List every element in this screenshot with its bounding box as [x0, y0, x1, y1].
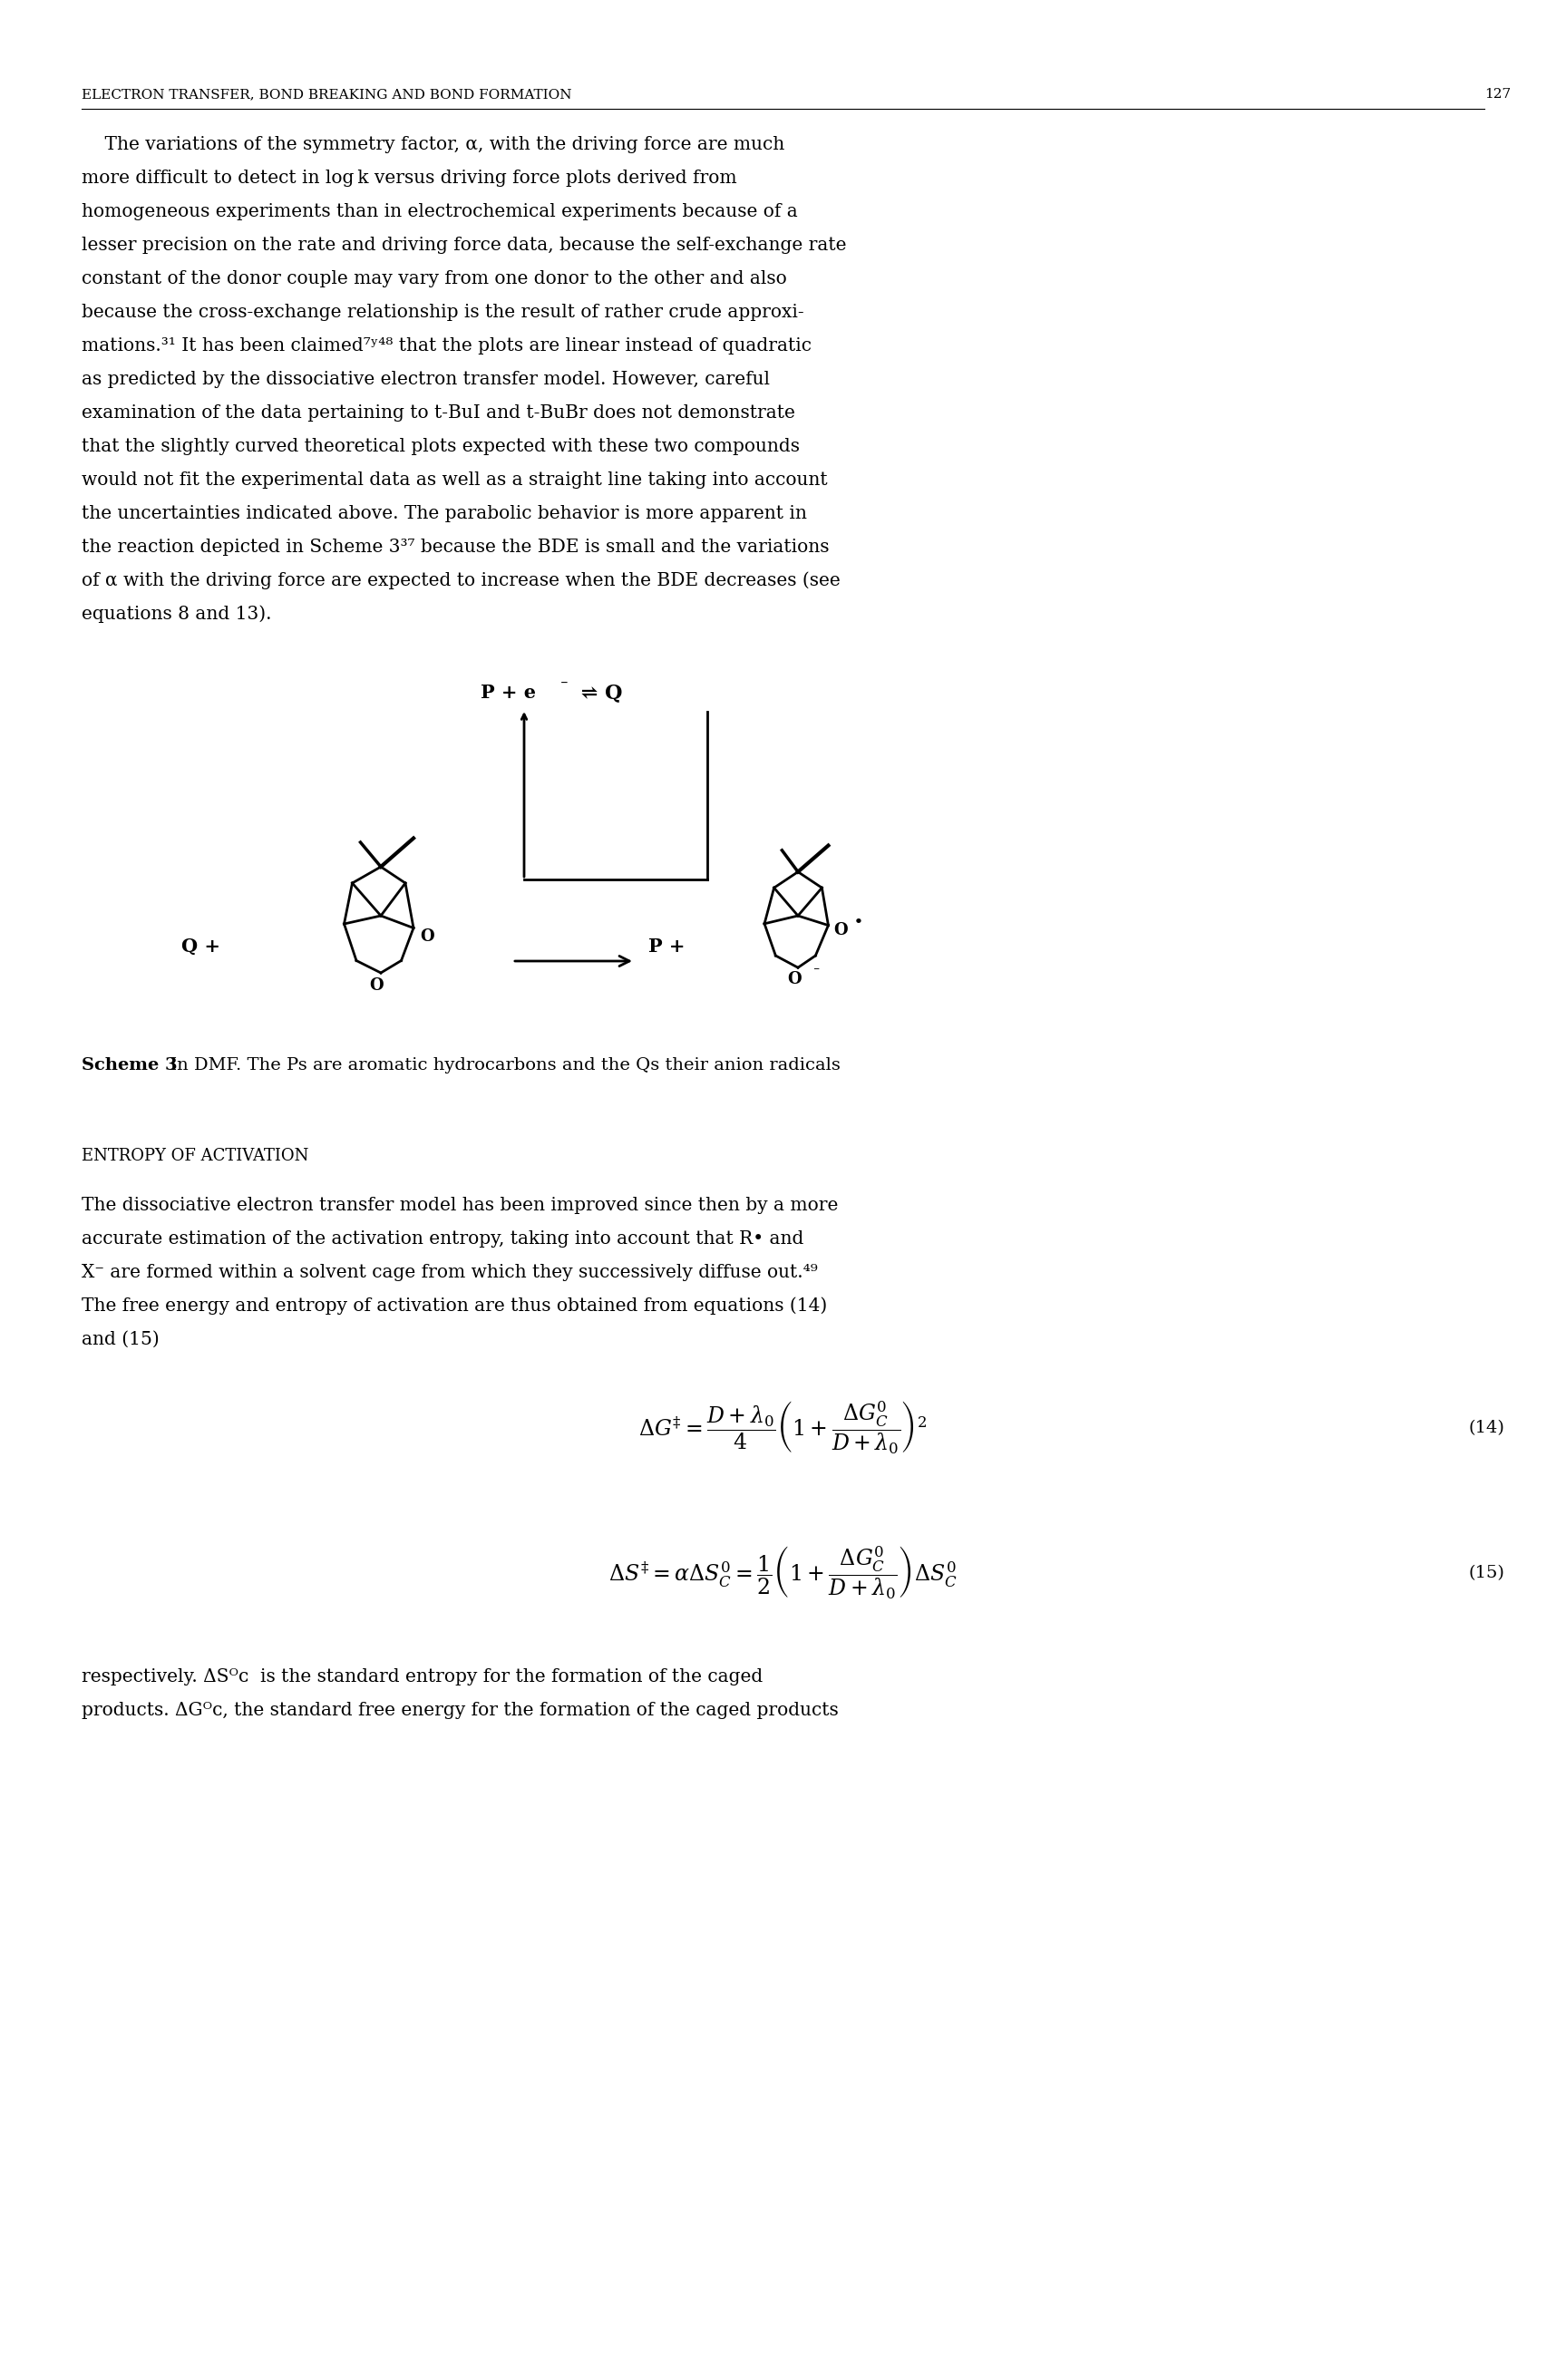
Text: of α with the driving force are expected to increase when the BDE decreases (see: of α with the driving force are expected…	[81, 571, 841, 590]
Text: X⁻ are formed within a solvent cage from which they successively diffuse out.⁴⁹: X⁻ are formed within a solvent cage from…	[81, 1264, 817, 1280]
Text: ⇌ Q: ⇌ Q	[575, 683, 623, 702]
Text: $\Delta G^{\ddagger} = \dfrac{D + \lambda_0}{4}\left(1 + \dfrac{\Delta G^0_C}{D : $\Delta G^{\ddagger} = \dfrac{D + \lambd…	[639, 1399, 927, 1457]
Text: products. ΔGᴼᴄ, the standard free energy for the formation of the caged products: products. ΔGᴼᴄ, the standard free energy…	[81, 1702, 838, 1718]
Text: The variations of the symmetry factor, α, with the driving force are much: The variations of the symmetry factor, α…	[81, 136, 785, 152]
Text: the uncertainties indicated above. The parabolic behavior is more apparent in: the uncertainties indicated above. The p…	[81, 505, 806, 521]
Text: accurate estimation of the activation entropy, taking into account that R• and: accurate estimation of the activation en…	[81, 1230, 803, 1247]
Text: The free energy and entropy of activation are thus obtained from equations (14): The free energy and entropy of activatio…	[81, 1297, 827, 1314]
Text: ENTROPY OF ACTIVATION: ENTROPY OF ACTIVATION	[81, 1147, 309, 1164]
Text: O: O	[786, 971, 802, 988]
Text: ⁻: ⁻	[561, 678, 568, 695]
Text: that the slightly curved theoretical plots expected with these two compounds: that the slightly curved theoretical plo…	[81, 438, 800, 455]
Text: lesser precision on the rate and driving force data, because the self-exchange r: lesser precision on the rate and driving…	[81, 236, 847, 255]
Text: P +: P +	[648, 938, 684, 957]
Text: respectively. ΔSᴼᴄ  is the standard entropy for the formation of the caged: respectively. ΔSᴼᴄ is the standard entro…	[81, 1668, 763, 1685]
Text: P + e: P + e	[481, 683, 536, 702]
Text: would not fit the experimental data as well as a straight line taking into accou: would not fit the experimental data as w…	[81, 471, 827, 488]
Text: as predicted by the dissociative electron transfer model. However, careful: as predicted by the dissociative electro…	[81, 371, 770, 388]
Text: The dissociative electron transfer model has been improved since then by a more: The dissociative electron transfer model…	[81, 1197, 838, 1214]
Text: constant of the donor couple may vary from one donor to the other and also: constant of the donor couple may vary fr…	[81, 271, 786, 288]
Text: mations.³¹ It has been claimed⁷ʸ⁴⁸ that the plots are linear instead of quadrati: mations.³¹ It has been claimed⁷ʸ⁴⁸ that …	[81, 338, 811, 355]
Text: because the cross-exchange relationship is the result of rather crude approxi-: because the cross-exchange relationship …	[81, 305, 803, 321]
Text: more difficult to detect in log k versus driving force plots derived from: more difficult to detect in log k versus…	[81, 169, 738, 186]
Text: Q +: Q +	[182, 938, 221, 957]
Text: •: •	[853, 916, 863, 928]
Text: Scheme 3: Scheme 3	[81, 1057, 177, 1073]
Text: 127: 127	[1485, 88, 1511, 100]
Text: O: O	[370, 976, 384, 992]
Text: ⁻: ⁻	[813, 966, 819, 978]
Text: O: O	[833, 921, 849, 938]
Text: homogeneous experiments than in electrochemical experiments because of a: homogeneous experiments than in electroc…	[81, 202, 797, 221]
Text: (15): (15)	[1469, 1566, 1505, 1580]
Text: O: O	[420, 928, 434, 945]
Text: the reaction depicted in Scheme 3³⁷ because the BDE is small and the variations: the reaction depicted in Scheme 3³⁷ beca…	[81, 538, 830, 557]
Text: examination of the data pertaining to t-BuI and t-BuBr does not demonstrate: examination of the data pertaining to t-…	[81, 405, 796, 421]
Text: (14): (14)	[1469, 1421, 1505, 1435]
Text: and (15): and (15)	[81, 1330, 160, 1347]
Text: ELECTRON TRANSFER, BOND BREAKING AND BOND FORMATION: ELECTRON TRANSFER, BOND BREAKING AND BON…	[81, 88, 572, 100]
Text: In DMF. The Ps are aromatic hydrocarbons and the Qs their anion radicals: In DMF. The Ps are aromatic hydrocarbons…	[158, 1057, 841, 1073]
Text: $\Delta S^{\ddagger} = \alpha \Delta S^0_C = \dfrac{1}{2}\left(1 + \dfrac{\Delta: $\Delta S^{\ddagger} = \alpha \Delta S^0…	[608, 1545, 957, 1602]
Text: equations 8 and 13).: equations 8 and 13).	[81, 605, 271, 624]
